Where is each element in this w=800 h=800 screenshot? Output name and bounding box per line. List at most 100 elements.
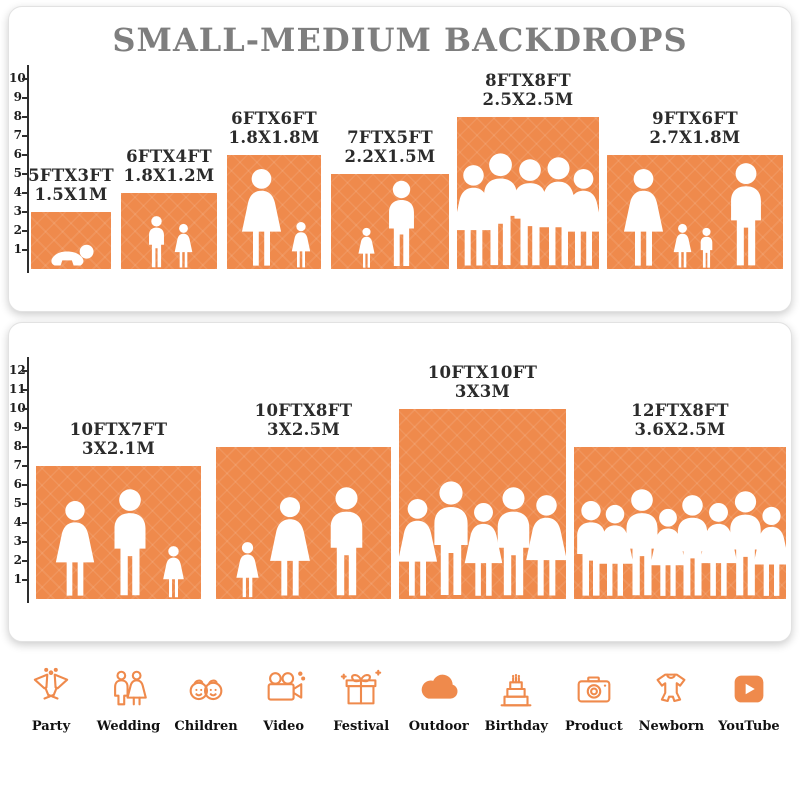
ruler-number: 7 [13, 128, 22, 142]
ruler-tick [22, 579, 28, 581]
ruler-number: 5 [13, 496, 22, 510]
bar-label: 6FTX4FT 1.8X1.2M [87, 147, 251, 185]
newborn-icon [656, 673, 686, 703]
ruler-number: 1 [13, 242, 22, 256]
silhouette-group [36, 487, 201, 599]
ruler-tick [22, 249, 28, 251]
ruler-number: 2 [13, 223, 22, 237]
silhouette-group [574, 487, 786, 599]
ruler-tick [22, 230, 28, 232]
person-silhouette-female [236, 167, 287, 269]
bar-label-m: 3X2.5M [266, 420, 341, 439]
bar-label: 12FTX8FT 3.6X2.5M [540, 401, 800, 439]
category-festival: Festival [324, 666, 398, 734]
ruler-axis-line [27, 357, 29, 603]
category-outdoor: Outdoor [402, 666, 476, 734]
ruler-number: 3 [13, 534, 22, 548]
backdrop-bar-10ftx7ft [36, 466, 201, 599]
bar-label-m: 3X2.1M [81, 439, 156, 458]
silhouette-group [227, 167, 321, 269]
category-label: Party [31, 719, 71, 734]
category-label: Newborn [638, 719, 705, 734]
person-silhouette-female [50, 499, 100, 599]
backdrop-bar-8ftx8ft [457, 117, 599, 269]
backdrop-bar-9ftx6ft [607, 155, 783, 269]
silhouette-group [31, 243, 111, 269]
person-silhouette-male [379, 179, 424, 269]
silhouette-group [607, 161, 783, 269]
birthday-icon [500, 673, 532, 707]
ruler-number: 3 [13, 204, 22, 218]
person-silhouette-female [618, 167, 669, 269]
bar-label-ft: 8FTX8FT [485, 71, 571, 90]
person-silhouette-female [671, 223, 694, 269]
bar-label-m: 2.7X1.8M [649, 128, 741, 147]
person-silhouette-male [719, 161, 773, 269]
backdrop-bar-10ftx10ft [399, 409, 566, 599]
person-silhouette-male [696, 227, 717, 269]
ruler-number: 7 [13, 458, 22, 472]
category-party: Party [14, 666, 88, 734]
ruler-tick [22, 97, 28, 99]
person-silhouette-baby [45, 243, 97, 269]
silhouette-group [457, 151, 599, 269]
bar-label-m: 2.5X2.5M [482, 90, 574, 109]
ruler-number: 8 [13, 109, 22, 123]
backdrop-bar-6ftx6ft [227, 155, 321, 269]
outdoor-icon [421, 674, 458, 699]
ruler-tick [22, 408, 28, 410]
bar-label: 6FTX6FT 1.8X1.8M [193, 109, 355, 147]
bar-label-ft: 9FTX6FT [652, 109, 738, 128]
person-silhouette-female [233, 541, 262, 599]
category-label: YouTube [718, 719, 780, 734]
ruler-tick [22, 211, 28, 213]
ruler-number: 11 [9, 382, 26, 396]
person-silhouette-male [102, 487, 158, 599]
ruler-tick [22, 484, 28, 486]
ruler-number: 6 [13, 147, 22, 161]
backdrop-bar-7ftx5ft [331, 174, 449, 269]
silhouette-group [216, 485, 391, 599]
bar-label: 7FTX5FT 2.2X1.5M [297, 128, 483, 166]
ruler-number: 4 [13, 515, 22, 529]
panel-large: 1 2 3 4 5 6 7 8 9 10 11 12 10FTX7FT 3X2.1M 10FTX8FT 3X2… [8, 322, 792, 642]
bar-label: 10FTX8FT 3X2.5M [182, 401, 425, 439]
bar-label-m: 1.8X1.8M [228, 128, 320, 147]
children-icon [189, 679, 223, 701]
category-label: Children [174, 719, 238, 734]
bar-label-ft: 10FTX8FT [254, 401, 353, 420]
bar-label: 9FTX6FT 2.7X1.8M [573, 109, 800, 147]
person-silhouette-female [356, 227, 377, 269]
party-icon [33, 667, 69, 700]
person-silhouette-female [289, 221, 313, 269]
category-label: Video [263, 719, 305, 734]
bar-label-ft: 10FTX7FT [69, 420, 168, 439]
ruler-tick [22, 522, 28, 524]
category-wedding: Wedding [92, 666, 166, 734]
silhouette-group [121, 215, 217, 269]
person-silhouette-male [143, 215, 170, 269]
page-title: SMALL-MEDIUM BACKDROPS [112, 21, 688, 59]
silhouette-group [331, 179, 449, 269]
youtube-icon [734, 675, 764, 703]
festival-icon [340, 669, 382, 705]
product-icon [577, 676, 611, 703]
bar-label-ft: 6FTX4FT [126, 147, 212, 166]
category-icon-row: Party Wedding [0, 666, 800, 734]
bar-label: 8FTX8FT 2.5X2.5M [423, 71, 633, 109]
ruler-number: 10 [9, 71, 26, 85]
bar-label-m: 1.8X1.2M [123, 166, 215, 185]
bar-label: 10FTX10FT 3X3M [365, 363, 600, 401]
panel-small-medium: SMALL-MEDIUM BACKDROPS 1 2 3 4 5 6 7 8 9 10 5FTX3F… [8, 6, 792, 312]
category-label: Product [564, 719, 623, 734]
category-newborn: Newborn [634, 666, 708, 734]
ruler-tick [22, 154, 28, 156]
ruler-number: 2 [13, 553, 22, 567]
backdrop-bar-6ftx4ft [121, 193, 217, 269]
ruler-tick [22, 503, 28, 505]
person-silhouette-female [558, 167, 609, 269]
ruler-number: 1 [13, 572, 22, 586]
person-silhouette-female [172, 223, 195, 269]
category-birthday: Birthday [479, 666, 553, 734]
category-label: Birthday [484, 719, 548, 734]
